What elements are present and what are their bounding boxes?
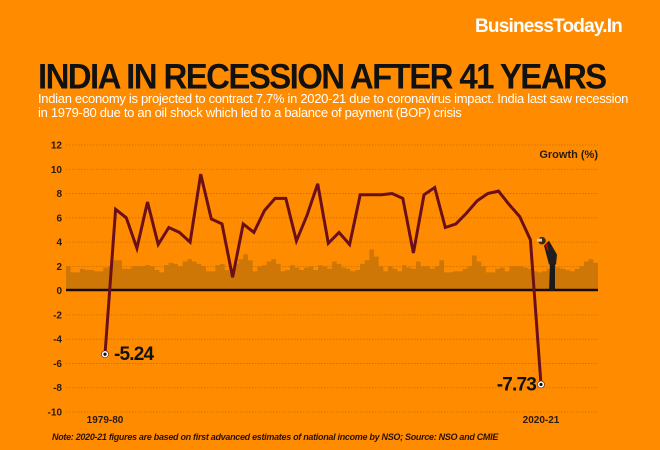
- skyline-shape: [66, 249, 598, 291]
- y-tick-label: 8: [56, 189, 62, 200]
- chart-subtitle: Indian economy is projected to contract …: [38, 91, 629, 120]
- y-tick-label: -6: [53, 359, 62, 370]
- man-hands: [537, 238, 542, 242]
- y-tick-label: -10: [48, 408, 63, 419]
- bowing-man-icon: [537, 236, 557, 291]
- chart-title: INDIA IN RECESSION AFTER 41 YEARS: [38, 56, 607, 96]
- man-legs: [549, 262, 555, 291]
- man-tie: [545, 244, 549, 251]
- y-tick-label: -2: [53, 310, 62, 321]
- y-axis-ticks: 12 10 8 6 4 2 0 -2 -4 -6 -8 -10: [48, 141, 63, 419]
- y-tick-label: -8: [53, 383, 62, 394]
- y-tick-label: 12: [51, 141, 63, 152]
- annotation-marker-dot: [539, 382, 543, 387]
- annotation-marker-dot: [103, 352, 107, 356]
- y-axis-label: Growth (%): [539, 149, 598, 161]
- growth-chart: 12 10 8 6 4 2 0 -2 -4 -6 -8 -10 -5.24 -7.73 Growth (…: [48, 141, 599, 427]
- y-tick-label: 2: [56, 262, 62, 273]
- x-tick-label: 1979-80: [87, 415, 124, 426]
- y-tick-label: 10: [51, 165, 63, 176]
- x-axis-ticks: 1979-80 2020-21: [87, 415, 560, 426]
- data-label: -7.73: [497, 374, 537, 395]
- y-tick-label: 0: [56, 286, 62, 297]
- growth-line: [103, 173, 543, 385]
- y-tick-label: 6: [56, 213, 62, 224]
- annotations: -5.24 -7.73: [101, 344, 545, 395]
- skyline-silhouette: [66, 249, 598, 291]
- brand-logo: BusinessToday.In: [475, 16, 623, 37]
- y-tick-label: 4: [56, 238, 62, 249]
- y-tick-label: -4: [53, 335, 62, 346]
- x-tick-label: 2020-21: [523, 415, 560, 426]
- data-label: -5.24: [114, 344, 155, 365]
- source-note: Note: 2020-21 figures are based on first…: [52, 432, 499, 442]
